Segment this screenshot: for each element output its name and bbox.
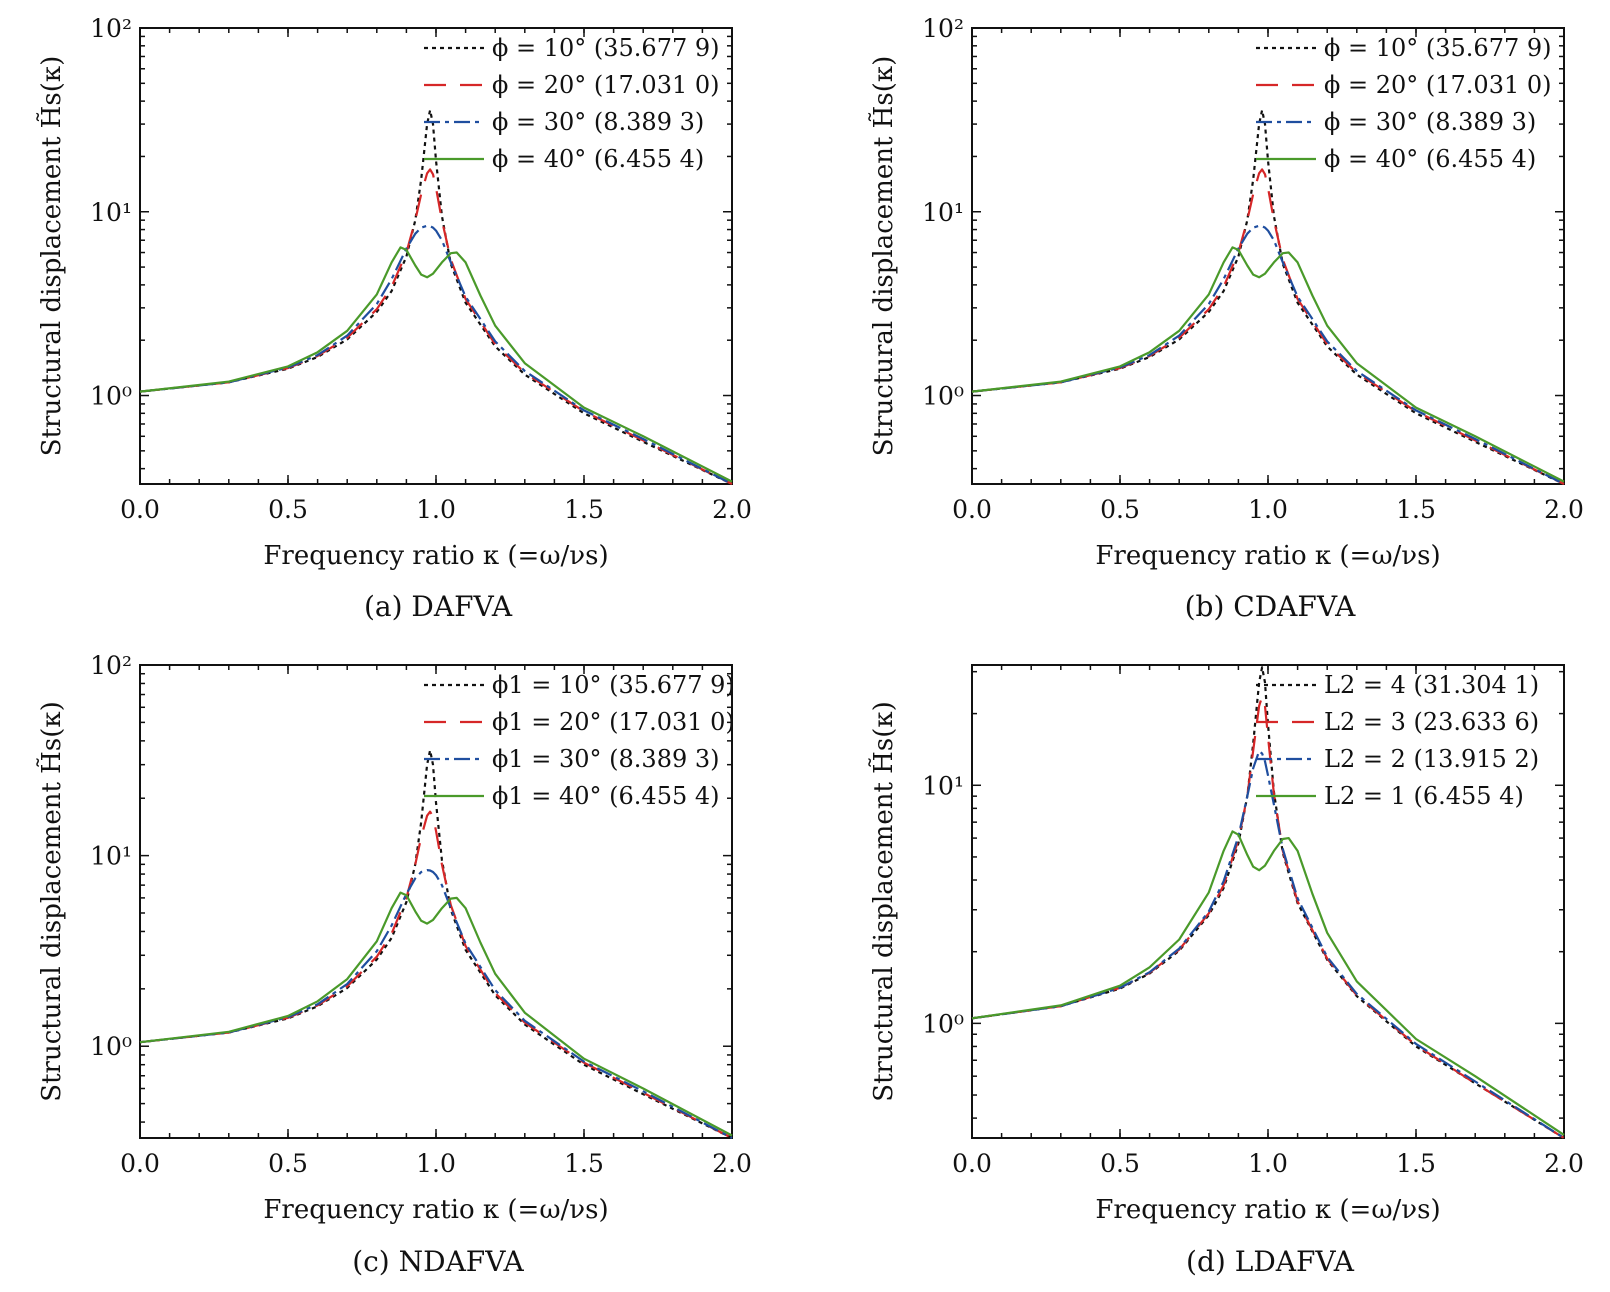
x-tick-label: 0.5 [1100, 495, 1140, 524]
series-line-1 [971, 666, 1565, 1139]
series-line-1 [139, 749, 733, 1139]
legend-label-1: ϕ = 10° (35.677 9) [1324, 34, 1552, 62]
x-tick-label: 0.5 [1100, 1149, 1140, 1178]
legend-label-2: ϕ1 = 20° (17.031 0) [492, 708, 735, 736]
y-tick-label: 10¹ [922, 198, 964, 227]
legend-label-3: ϕ = 30° (8.389 3) [492, 108, 704, 136]
x-axis-label: Frequency ratio κ (=ω/νs) [263, 1195, 608, 1225]
chart-panel-2: 0.0 0.5 1.0 1.5 2.0 10⁰ 10¹ 10² ϕ = 10° (35.677 … [868, 14, 1584, 623]
legend-label-1: ϕ1 = 10° (35.677 9) [492, 671, 735, 699]
x-tick-label: 0.0 [120, 495, 160, 524]
series-line-4 [139, 246, 733, 483]
series-line-3 [971, 224, 1565, 485]
legend-label-3: ϕ = 30° (8.389 3) [1324, 108, 1536, 136]
x-tick-label: 1.0 [1248, 1149, 1288, 1178]
x-tick-label: 1.0 [1248, 495, 1288, 524]
x-tick-label: 0.0 [952, 1149, 992, 1178]
series-line-3 [139, 868, 733, 1139]
chart-panel-4: 0.0 0.5 1.0 1.5 2.0 10⁰ 10¹ L2 = 4 (31.304 1) L2… [868, 664, 1584, 1278]
x-tick-label: 2.0 [712, 1149, 752, 1178]
legend-label-4: ϕ1 = 40° (6.455 4) [492, 782, 720, 810]
legend-label-4: ϕ = 40° (6.455 4) [1324, 145, 1536, 173]
series-line-2 [139, 168, 733, 485]
panel-caption: (a) DAFVA [364, 590, 513, 623]
x-axis-label: Frequency ratio κ (=ω/νs) [263, 541, 608, 571]
y-tick-label: 10¹ [922, 771, 964, 800]
y-tick-label: 10² [90, 651, 132, 680]
panel-caption: (b) CDAFVA [1185, 590, 1357, 623]
legend-label-3: L2 = 2 (13.915 2) [1324, 745, 1539, 773]
series-line-3 [971, 750, 1565, 1139]
legend-label-2: ϕ = 20° (17.031 0) [1324, 71, 1552, 99]
legend-label-1: ϕ = 10° (35.677 9) [492, 34, 720, 62]
series-line-1 [971, 109, 1565, 485]
x-tick-label: 2.0 [1544, 1149, 1584, 1178]
y-axis-label: Structural displacement H̃s(κ) [868, 56, 899, 456]
x-tick-label: 1.0 [416, 495, 456, 524]
panel-caption: (c) NDAFVA [352, 1245, 524, 1278]
x-tick-label: 0.0 [120, 1149, 160, 1178]
x-tick-label: 1.5 [564, 1149, 604, 1178]
series-line-4 [971, 246, 1565, 483]
series-line-4 [139, 891, 733, 1137]
series-line-2 [971, 695, 1565, 1139]
y-tick-label: 10² [90, 14, 132, 43]
x-tick-label: 1.5 [1396, 495, 1436, 524]
series-line-1 [139, 109, 733, 485]
y-axis-label: Structural displacement H̃s(κ) [868, 701, 899, 1101]
x-tick-label: 2.0 [712, 495, 752, 524]
x-tick-label: 0.5 [268, 1149, 308, 1178]
x-tick-label: 1.5 [1396, 1149, 1436, 1178]
chart-panel-1: 0.0 0.5 1.0 1.5 2.0 10⁰ 10¹ 10² ϕ = 10° (35.677 … [36, 14, 752, 623]
legend-label-1: L2 = 4 (31.304 1) [1324, 671, 1539, 699]
series-line-2 [139, 810, 733, 1139]
x-tick-label: 0.0 [952, 495, 992, 524]
y-tick-label: 10¹ [90, 198, 132, 227]
series-line-2 [971, 168, 1565, 485]
y-tick-label: 10² [922, 14, 964, 43]
y-tick-label: 10¹ [90, 842, 132, 871]
legend-label-2: L2 = 3 (23.633 6) [1324, 708, 1539, 736]
x-tick-label: 0.5 [268, 495, 308, 524]
series-line-3 [139, 224, 733, 485]
legend-label-2: ϕ = 20° (17.031 0) [492, 71, 720, 99]
legend-label-4: ϕ = 40° (6.455 4) [492, 145, 704, 173]
y-tick-label: 10⁰ [922, 1009, 964, 1038]
y-axis-label: Structural displacement H̃s(κ) [36, 701, 67, 1101]
x-axis-label: Frequency ratio κ (=ω/νs) [1095, 1195, 1440, 1225]
y-tick-label: 10⁰ [922, 382, 964, 411]
legend-label-4: L2 = 1 (6.455 4) [1324, 782, 1524, 810]
x-tick-label: 1.0 [416, 1149, 456, 1178]
y-tick-label: 10⁰ [90, 1032, 132, 1061]
y-tick-label: 10⁰ [90, 382, 132, 411]
series-line-4 [971, 830, 1565, 1136]
legend-label-3: ϕ1 = 30° (8.389 3) [492, 745, 720, 773]
y-axis-label: Structural displacement H̃s(κ) [36, 56, 67, 456]
chart-panel-3: 0.0 0.5 1.0 1.5 2.0 10⁰ 10¹ 10² ϕ1 = 10° (35.677… [36, 651, 752, 1278]
x-tick-label: 2.0 [1544, 495, 1584, 524]
x-axis-label: Frequency ratio κ (=ω/νs) [1095, 541, 1440, 571]
x-tick-label: 1.5 [564, 495, 604, 524]
panel-caption: (d) LDAFVA [1186, 1245, 1355, 1278]
